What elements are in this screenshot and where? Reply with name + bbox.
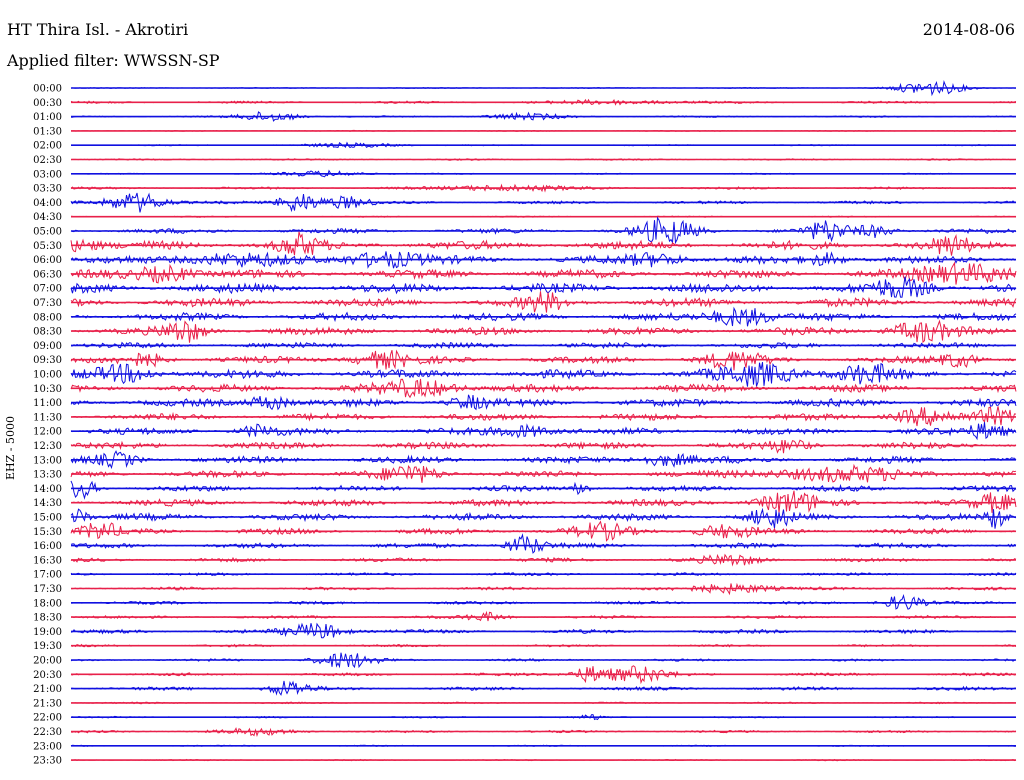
time-tick-label: 22:30 xyxy=(33,727,62,738)
time-tick-label: 03:00 xyxy=(33,169,62,180)
time-tick-label: 10:00 xyxy=(33,370,62,381)
time-tick-label: 04:00 xyxy=(33,198,62,209)
time-tick-label: 11:30 xyxy=(33,412,62,423)
time-tick-label: 04:30 xyxy=(33,212,62,223)
time-tick-label: 06:00 xyxy=(33,255,62,266)
seismic-trace-row xyxy=(70,291,1017,313)
time-tick-label: 09:00 xyxy=(33,341,62,352)
time-tick-label: 02:30 xyxy=(33,155,62,166)
seismic-trace-row xyxy=(70,394,1017,411)
time-tick-label: 20:00 xyxy=(33,656,62,667)
time-tick-label: 18:30 xyxy=(33,613,62,624)
time-tick-label: 03:30 xyxy=(33,184,62,195)
time-tick-label: 07:00 xyxy=(33,284,62,295)
seismic-trace-row xyxy=(70,533,1017,554)
time-tick-label: 16:00 xyxy=(33,541,62,552)
time-tick-label: 05:30 xyxy=(33,241,62,252)
time-tick-label: 15:30 xyxy=(33,527,62,538)
time-tick-label: 14:00 xyxy=(33,484,62,495)
time-tick-label: 20:30 xyxy=(33,670,62,681)
time-tick-label: 13:00 xyxy=(33,455,62,466)
station-title: HT Thira Isl. - Akrotiri xyxy=(7,20,189,39)
time-tick-label: 01:30 xyxy=(33,126,62,137)
seismic-trace-row xyxy=(70,439,1017,454)
time-tick-label: 19:30 xyxy=(33,641,62,652)
time-tick-label: 19:00 xyxy=(33,627,62,638)
filter-label: Applied filter: WWSSN-SP xyxy=(7,51,220,70)
time-tick-label: 11:00 xyxy=(33,398,62,409)
seismic-trace-row xyxy=(71,490,1017,513)
time-tick-label: 12:30 xyxy=(33,441,62,452)
time-tick-label: 17:00 xyxy=(33,570,62,581)
time-tick-label: 09:30 xyxy=(33,355,62,366)
time-tick-label: 23:30 xyxy=(33,756,62,767)
time-tick-label: 10:30 xyxy=(33,384,62,395)
time-tick-label: 00:30 xyxy=(33,98,62,109)
time-tick-label: 05:00 xyxy=(33,227,62,238)
time-tick-label: 15:00 xyxy=(33,513,62,524)
time-tick-label: 22:00 xyxy=(33,713,62,724)
seismic-trace-row xyxy=(70,507,1017,529)
time-tick-label: 07:30 xyxy=(33,298,62,309)
time-tick-label: 13:30 xyxy=(33,470,62,481)
time-tick-label: 08:30 xyxy=(33,327,62,338)
seismic-trace-row xyxy=(70,622,1017,639)
time-tick-label: 17:30 xyxy=(33,584,62,595)
seismic-trace-row xyxy=(70,276,1017,298)
time-tick-label: 12:00 xyxy=(33,427,62,438)
time-tick-label: 02:00 xyxy=(33,141,62,152)
seismic-trace-row xyxy=(70,378,1017,399)
plot-date: 2014-08-06 xyxy=(922,20,1015,39)
seismic-trace-row xyxy=(70,261,1017,285)
seismic-trace-row xyxy=(70,463,1017,483)
time-tick-label: 18:00 xyxy=(33,598,62,609)
seismic-trace-row xyxy=(70,319,1017,344)
seismic-trace-row xyxy=(70,480,1017,500)
time-tick-label: 21:30 xyxy=(33,698,62,709)
time-tick-label: 08:00 xyxy=(33,312,62,323)
time-tick-label: 00:00 xyxy=(33,84,62,95)
time-tick-label: 14:30 xyxy=(33,498,62,509)
time-tick-label: 23:00 xyxy=(33,741,62,752)
time-tick-label: 16:30 xyxy=(33,555,62,566)
time-tick-label: 21:00 xyxy=(33,684,62,695)
time-tick-label: 06:30 xyxy=(33,269,62,280)
time-tick-label: 01:00 xyxy=(33,112,62,123)
seismic-trace-row xyxy=(70,349,1017,371)
seismic-trace-row xyxy=(70,362,1017,387)
